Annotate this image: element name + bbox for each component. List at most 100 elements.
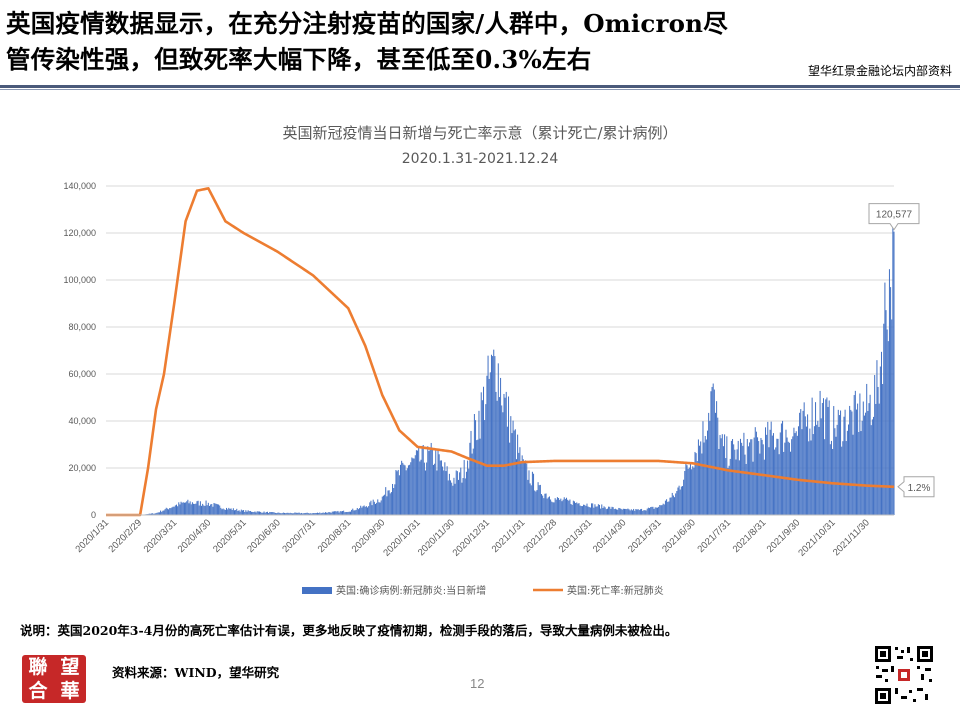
bar [631,510,633,515]
bar [774,449,776,515]
bar [446,466,448,515]
bar [736,449,738,515]
bar [550,499,552,515]
bar [681,486,684,515]
bar [862,401,864,515]
bar [539,484,541,515]
bar [870,425,872,515]
bar [241,510,243,515]
bar [227,509,229,515]
bar [387,490,389,515]
bar [803,402,805,515]
bar [869,394,871,515]
bar [436,470,438,515]
bar [652,506,654,515]
bar [746,439,748,515]
bar [601,504,603,515]
bar [790,451,792,515]
bar [670,497,672,515]
bar [543,498,545,515]
bar [232,508,234,515]
bar [687,468,689,515]
bar [576,502,578,515]
bar [571,504,573,515]
bar [522,459,524,515]
bar [585,505,587,515]
x-tick-label: 2021/3/31 [557,517,595,555]
bar [367,507,369,515]
y-tick-label: 80,000 [68,322,96,332]
bar [304,513,306,515]
bar [218,504,220,515]
bar [519,447,521,515]
bar [884,282,886,515]
bar [745,463,747,515]
bar [403,464,405,515]
bar [452,485,454,515]
bar [263,511,265,515]
bar [364,506,366,515]
x-tick-label: 2020/1/31 [73,517,111,555]
bar [323,512,325,515]
bar [553,502,555,515]
bar [741,442,743,515]
footnote: 说明：英国2020年3-4月份的高死亡率估计有误，更多地反映了疫情初期，检测手段… [20,623,678,638]
bar [667,501,669,515]
y-tick-label: 100,000 [63,275,96,285]
bar [299,513,301,515]
bar [891,319,893,515]
bar [883,323,885,515]
bar [314,512,316,515]
bar [570,504,572,515]
bar [247,510,249,515]
bar [544,493,546,515]
bar [170,508,172,515]
bar [459,472,461,515]
legend-swatch-bar [302,587,332,594]
bar [189,501,191,515]
bar [609,506,611,515]
bar [286,512,288,515]
bar [693,467,695,515]
legend-label-bar: 英国:确诊病例:新冠肺炎:当日新增 [336,584,486,597]
bar [811,397,813,515]
bar [377,499,379,515]
bar [819,390,821,515]
bar [397,469,399,515]
bar [660,505,662,515]
bar [349,511,351,515]
bar [309,513,311,515]
bar [799,412,801,515]
bar [318,513,320,515]
bar [769,429,771,515]
bar [457,479,459,515]
header-divider [0,85,960,88]
bar [701,453,703,515]
bar [725,458,727,515]
bar [162,510,164,515]
bar [527,479,529,515]
bar [893,231,895,515]
bar [854,390,856,515]
bar [373,501,375,515]
bar [886,329,888,515]
bar [555,499,557,515]
bar [160,510,162,515]
logo-char: 合 [28,680,48,702]
header-divider-thin [0,89,960,90]
bar [529,483,531,515]
bar [461,482,463,515]
bar-callout-label: 120,577 [876,210,913,221]
bar [791,439,793,515]
logo-char: 華 [60,680,80,702]
bar [168,509,170,515]
bar [302,513,304,515]
bar [838,415,840,515]
bar [171,507,173,515]
bar [297,512,299,515]
bar [617,509,619,515]
bar [417,450,419,515]
bar [579,505,581,515]
bar [239,511,241,515]
bar [201,505,203,515]
